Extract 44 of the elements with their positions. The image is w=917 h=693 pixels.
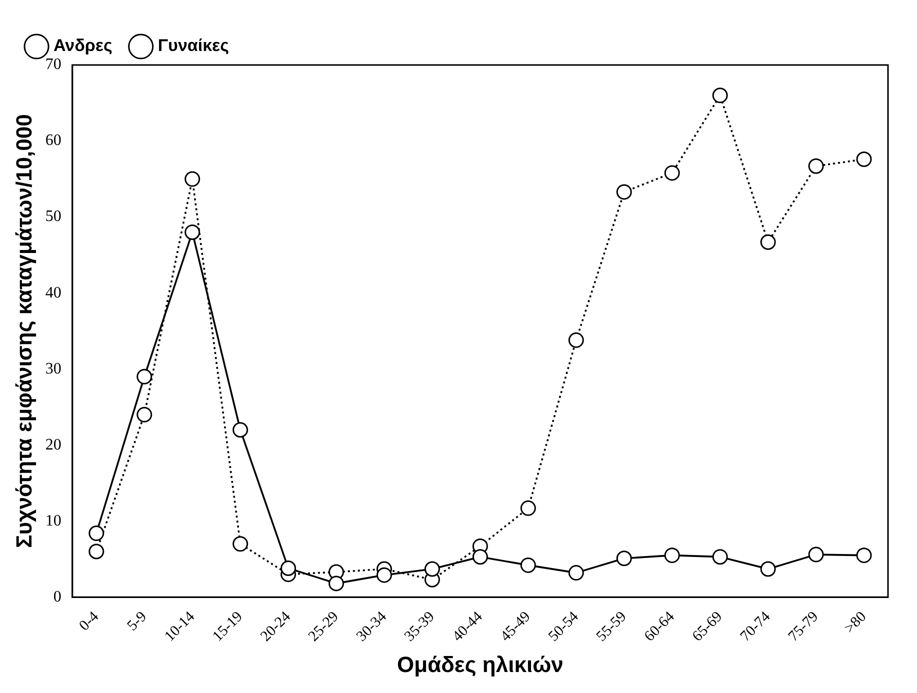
point: [136, 406, 152, 422]
y-tick-label: 40: [45, 284, 62, 302]
point: [136, 368, 152, 384]
point: [712, 549, 728, 565]
point: [232, 536, 248, 552]
y-tick-label: 20: [45, 436, 62, 454]
x-tick-label: >80: [842, 608, 870, 637]
y-tick-label: 50: [45, 208, 62, 226]
point: [88, 526, 104, 542]
y-tick-label: 70: [45, 56, 62, 74]
point: [616, 550, 632, 566]
point: [424, 561, 440, 577]
legend-label: Γυναίκες: [158, 36, 230, 56]
point: [328, 576, 344, 592]
y-tick-label: 10: [45, 512, 62, 530]
x-tick-label: 5-9: [124, 608, 150, 634]
x-axis-title: Ομάδες ηλικιών: [396, 652, 564, 677]
y-axis-title: Συχνότητα εμφάνισης καταγμάτων/10,000: [11, 114, 36, 548]
point: [568, 565, 584, 581]
x-tick-label: 0-4: [76, 608, 102, 634]
point: [808, 546, 824, 562]
point: [856, 152, 872, 168]
point: [808, 158, 824, 174]
point: [472, 549, 488, 565]
point: [760, 561, 776, 577]
point: [664, 165, 680, 181]
point: [712, 88, 728, 104]
point: [856, 548, 872, 564]
point: [88, 544, 104, 560]
point: [376, 567, 392, 583]
point: [616, 184, 632, 200]
point: [184, 224, 200, 240]
y-tick-label: 60: [45, 132, 62, 150]
point: [280, 560, 296, 576]
point: [760, 234, 776, 250]
y-tick-label: 0: [53, 588, 62, 606]
point: [520, 557, 536, 573]
point: [520, 500, 536, 516]
point: [568, 332, 584, 348]
point: [232, 422, 248, 438]
point: [664, 548, 680, 564]
point: [184, 171, 200, 187]
y-tick-label: 30: [45, 360, 62, 378]
legend-label: Ανδρες: [54, 36, 112, 56]
